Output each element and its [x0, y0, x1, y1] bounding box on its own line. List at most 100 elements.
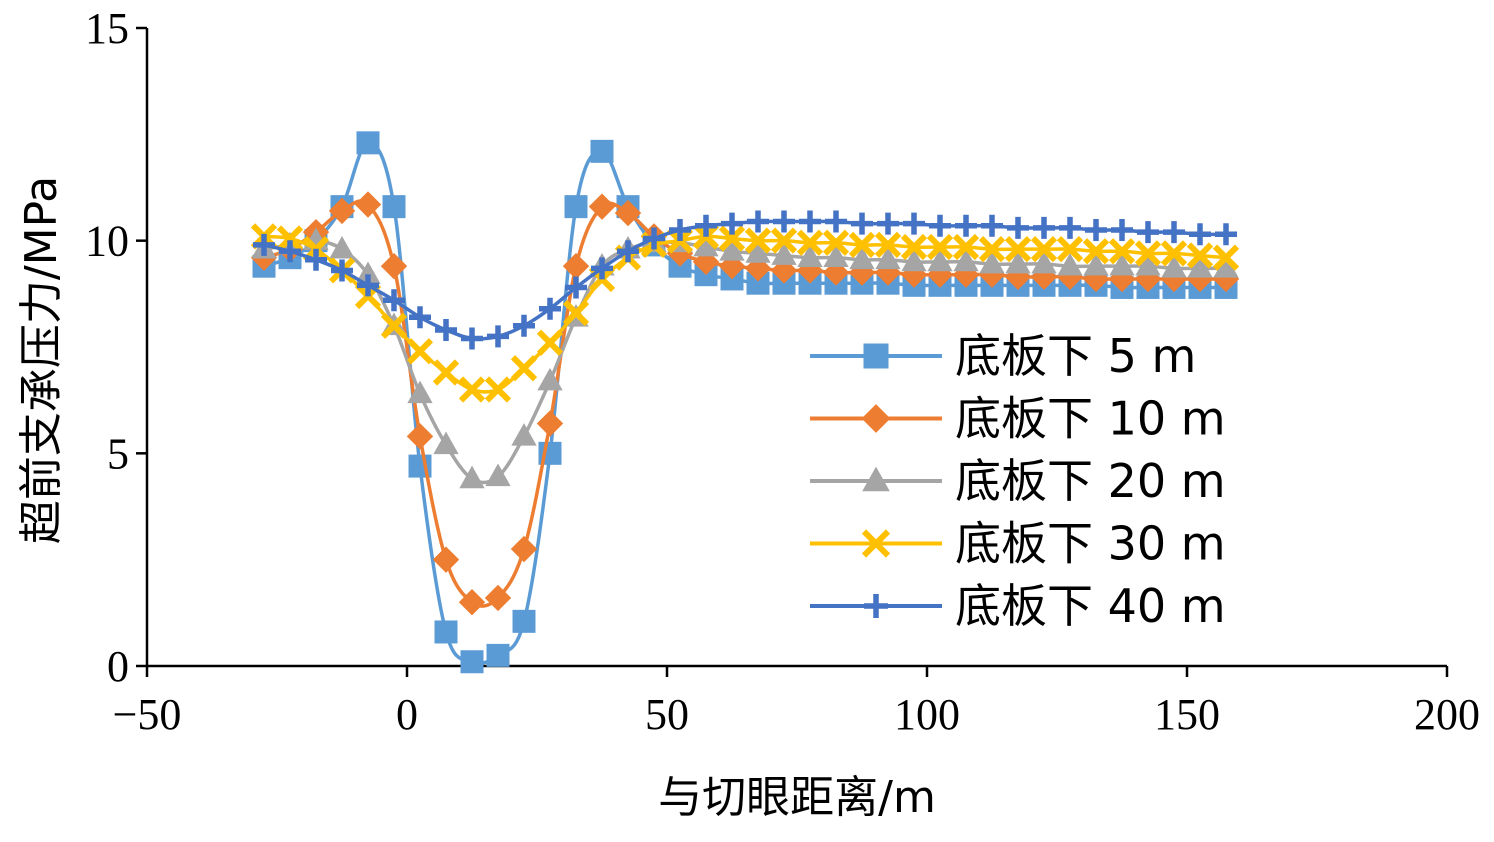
- marker-x: [822, 229, 850, 256]
- marker-plus: [1189, 223, 1211, 246]
- x-tick-label: 50: [645, 690, 689, 739]
- marker-plus: [617, 240, 639, 263]
- marker-square: [512, 609, 536, 633]
- marker-triangle: [927, 248, 953, 272]
- marker-x: [744, 227, 772, 254]
- marker-triangle: [862, 466, 890, 492]
- marker-x: [562, 299, 590, 327]
- marker-x: [406, 338, 434, 365]
- marker-triangle: [1161, 255, 1187, 278]
- marker-triangle: [407, 380, 433, 404]
- marker-x: [510, 355, 538, 382]
- y-tick-label: 5: [107, 429, 129, 478]
- legend-label: 底板下 40 m: [955, 579, 1226, 633]
- legend-label: 底板下 10 m: [955, 392, 1226, 446]
- marker-x: [1160, 240, 1188, 267]
- marker-x: [1056, 236, 1084, 263]
- marker-square: [486, 643, 510, 667]
- marker-plus: [851, 212, 873, 235]
- marker-x: [952, 233, 980, 261]
- y-axis-title: 超前支承压力/MPa: [16, 176, 67, 544]
- marker-x: [900, 233, 928, 261]
- marker-plus: [435, 318, 457, 341]
- legend-item-3: 底板下 20 m: [810, 454, 1226, 508]
- marker-plus: [279, 240, 301, 263]
- marker-plus: [1007, 216, 1029, 239]
- y-tick-label: 10: [85, 217, 129, 266]
- series-5: [253, 210, 1237, 350]
- legend-label: 底板下 30 m: [955, 517, 1226, 571]
- legend-item-4: 底板下 30 m: [810, 517, 1226, 571]
- marker-plus: [1137, 221, 1159, 244]
- marker-triangle: [693, 233, 719, 257]
- marker-diamond: [328, 197, 356, 225]
- series-layer: [250, 131, 1240, 674]
- marker-triangle: [1187, 255, 1213, 278]
- marker-diamond: [588, 193, 616, 220]
- marker-x: [861, 529, 891, 558]
- marker-triangle: [1135, 252, 1161, 276]
- marker-plus: [747, 210, 769, 233]
- marker-plus: [1111, 219, 1133, 242]
- marker-triangle: [849, 246, 875, 270]
- marker-triangle: [329, 235, 355, 259]
- marker-x: [458, 376, 486, 403]
- marker-plus: [669, 219, 691, 242]
- marker-x: [874, 231, 902, 259]
- marker-diamond: [354, 191, 382, 218]
- marker-triangle: [719, 238, 745, 261]
- marker-triangle: [459, 465, 485, 489]
- marker-x: [718, 225, 746, 252]
- marker-x: [380, 312, 408, 339]
- marker-diamond: [562, 252, 590, 280]
- marker-triangle: [823, 244, 849, 268]
- marker-x: [1212, 244, 1240, 271]
- marker-plus: [643, 227, 665, 250]
- marker-triangle: [1109, 252, 1135, 276]
- legend-label: 底板下 5 m: [955, 329, 1196, 383]
- marker-plus: [864, 594, 888, 618]
- marker-square: [863, 343, 889, 369]
- marker-triangle: [1005, 250, 1031, 274]
- marker-plus: [253, 233, 275, 256]
- marker-plus: [773, 210, 795, 233]
- marker-plus: [877, 212, 899, 235]
- marker-plus: [1059, 216, 1081, 239]
- x-tick-label: −50: [113, 690, 182, 739]
- y-tick-label: 15: [85, 4, 129, 53]
- marker-square: [356, 131, 380, 155]
- marker-x: [484, 376, 512, 403]
- marker-square: [590, 139, 614, 163]
- series-3: [251, 227, 1239, 489]
- marker-triangle: [511, 423, 537, 446]
- marker-plus: [409, 306, 431, 329]
- marker-square: [564, 195, 588, 219]
- y-tick-label: 0: [107, 642, 129, 691]
- legend-item-1: 底板下 5 m: [810, 329, 1196, 383]
- marker-diamond: [380, 252, 408, 280]
- marker-triangle: [745, 240, 771, 263]
- marker-diamond: [406, 423, 434, 450]
- marker-triangle: [875, 246, 901, 270]
- marker-plus: [955, 214, 977, 237]
- marker-triangle: [1213, 255, 1239, 278]
- marker-plus: [487, 325, 509, 348]
- marker-x: [1004, 236, 1032, 263]
- marker-plus: [981, 214, 1003, 237]
- marker-x: [432, 359, 460, 386]
- marker-triangle: [1031, 250, 1057, 274]
- marker-diamond: [614, 199, 642, 227]
- marker-plus: [513, 314, 535, 337]
- legend-item-5: 底板下 40 m: [810, 579, 1226, 633]
- marker-plus: [799, 210, 821, 233]
- marker-plus: [721, 212, 743, 235]
- marker-diamond: [432, 546, 460, 573]
- marker-x: [1134, 240, 1162, 267]
- marker-diamond: [458, 589, 486, 616]
- marker-triangle: [537, 367, 563, 391]
- marker-diamond: [510, 535, 538, 563]
- marker-x: [1108, 238, 1136, 265]
- marker-plus: [305, 248, 327, 271]
